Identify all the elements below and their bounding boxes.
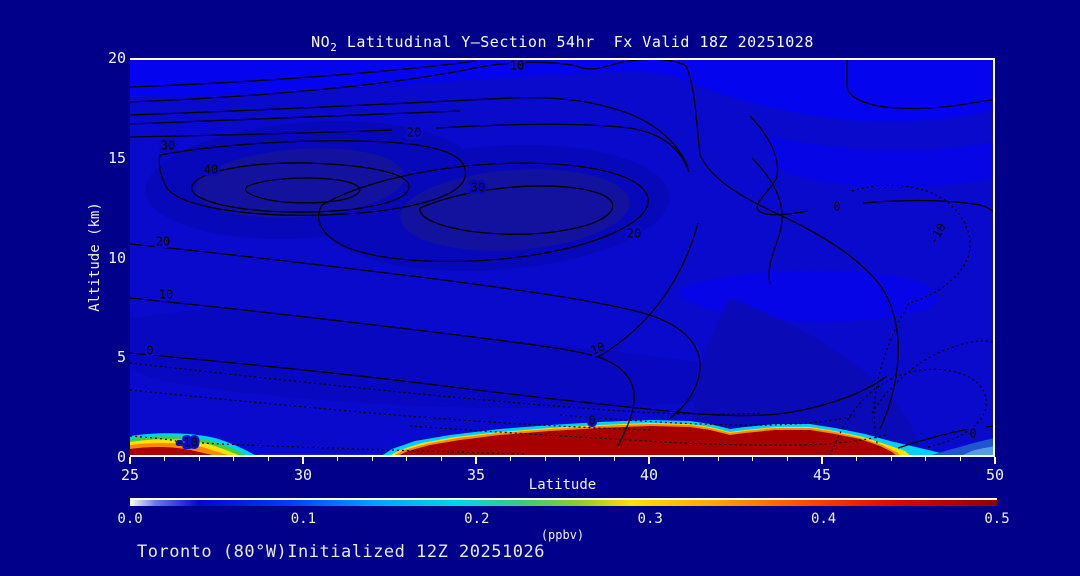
x-minor-tick (752, 457, 754, 461)
x-minor-tick (233, 457, 235, 461)
contour-label: 20 (156, 235, 170, 249)
x-minor-tick (579, 457, 581, 461)
contour-label: 20 (627, 227, 641, 241)
colorbar-tick-label: 0.1 (290, 511, 317, 527)
contour-lines-dotted (130, 184, 995, 457)
colorbar-tick-label: 0.3 (637, 511, 663, 527)
x-minor-tick (786, 457, 788, 461)
contour-label: 0 (588, 414, 595, 428)
contour-label: 40 (204, 163, 218, 177)
contour-lines-solid (130, 58, 995, 449)
x-minor-tick (510, 457, 512, 461)
x-minor-tick (717, 457, 719, 461)
x-major-tick (129, 457, 131, 464)
x-minor-tick (959, 457, 961, 461)
x-minor-tick (406, 457, 408, 461)
x-tick-label: 35 (466, 466, 486, 484)
colorbar-top-line (130, 498, 997, 500)
x-minor-tick (856, 457, 858, 461)
x-minor-tick (925, 457, 927, 461)
y-tick-label: 20 (107, 49, 126, 67)
x-tick-label: 30 (293, 466, 313, 484)
x-minor-tick (890, 457, 892, 461)
x-tick-label: 40 (639, 466, 659, 484)
contour-label: 10 (510, 59, 524, 73)
x-tick-label: 50 (985, 466, 1005, 484)
x-major-tick (648, 457, 650, 464)
x-minor-tick (613, 457, 615, 461)
x-tick-label: 45 (812, 466, 832, 484)
colorbar-tick-label: 0.2 (464, 511, 490, 527)
contour-label: 0 (146, 344, 153, 358)
contour-label: 30 (471, 181, 485, 195)
colorbar-tick-label: 0.0 (117, 511, 143, 527)
y-tick-label: 10 (107, 248, 126, 267)
title-species: NO (311, 33, 331, 51)
x-minor-tick (440, 457, 442, 461)
x-major-tick (475, 457, 477, 464)
x-minor-tick (544, 457, 546, 461)
plot-title: NO2 Latitudinal Y—Section 54hr Fx Valid … (130, 33, 995, 54)
colorbar (130, 500, 997, 506)
x-minor-tick (267, 457, 269, 461)
init-info-text: Toronto (80°W)Initialized 12Z 20251026 (137, 542, 545, 562)
x-minor-tick (337, 457, 339, 461)
y-tick-label: 0 (116, 448, 126, 466)
colorbar-tick-label: 0.4 (810, 511, 837, 527)
x-minor-tick (371, 457, 373, 461)
x-axis-label: Latitude (528, 477, 597, 493)
colorbar-unit-label: (ppbv) (540, 528, 585, 542)
x-minor-tick (683, 457, 685, 461)
x-major-tick (302, 457, 304, 464)
contour-label: 0 (969, 427, 976, 441)
x-major-tick (821, 457, 823, 464)
contour-label: -10 (176, 436, 198, 450)
title-text: Latitudinal Y—Section 54hr Fx Valid 18Z … (337, 33, 814, 51)
y-tick-label: 15 (107, 148, 126, 167)
title-subscript: 2 (330, 41, 338, 54)
contour-label: 0 (833, 200, 840, 214)
contour-label: 30 (161, 139, 175, 153)
x-minor-tick (198, 457, 200, 461)
x-major-tick (994, 457, 996, 464)
colorbar-tick-label: 0.5 (984, 511, 1010, 527)
x-tick-label: 25 (120, 466, 140, 484)
contour-label: 20 (407, 126, 421, 140)
contour-label: 10 (159, 288, 173, 302)
plot-area: 10 20 30 40 30 20 20 10 0 10 0 0 -10 -10 0 (130, 58, 995, 457)
x-minor-tick (164, 457, 166, 461)
plot-frame (130, 58, 995, 457)
y-tick-label: 5 (116, 348, 126, 367)
